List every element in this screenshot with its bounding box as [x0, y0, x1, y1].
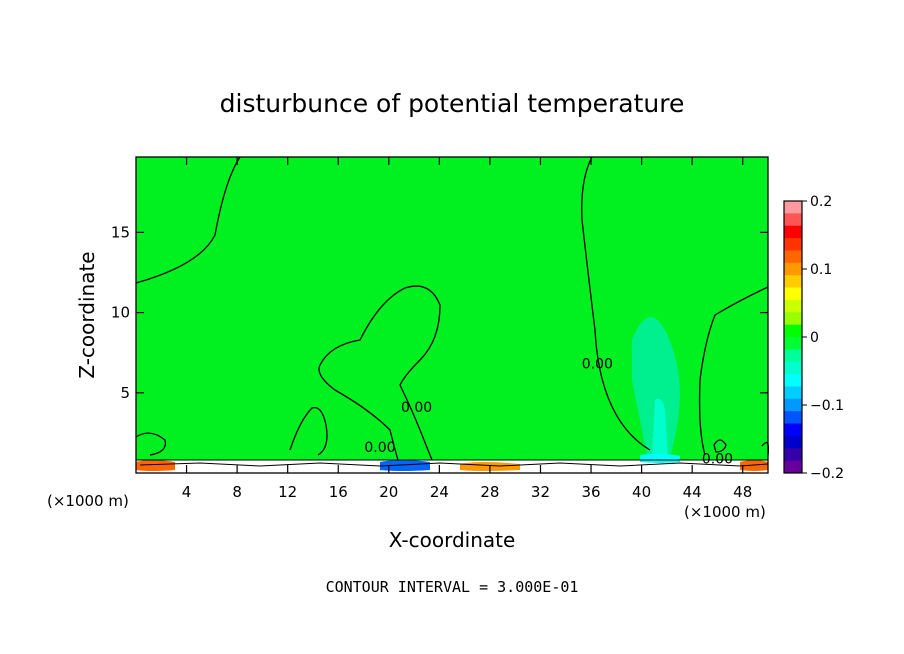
x-tick-label: 24 [430, 483, 449, 501]
colorbar-swatch [784, 299, 802, 313]
x-tick-label: 8 [232, 483, 242, 501]
colorbar-swatch [784, 275, 802, 289]
colorbar-tick-label: −0.1 [810, 398, 844, 414]
colorbar-tick-label: 0.2 [810, 194, 832, 210]
colorbar-tick-label: 0.1 [810, 262, 832, 278]
colorbar-swatch [784, 250, 802, 264]
x-tick-label: 12 [278, 483, 297, 501]
colorbar-swatch [784, 349, 802, 363]
x-tick-label: 40 [632, 483, 651, 501]
colorbar-swatch [784, 324, 802, 338]
colorbar-swatch [784, 238, 802, 251]
x-tick-label: 36 [581, 483, 600, 501]
x-unit-right: (×1000 m) [684, 503, 766, 521]
x-tick-label: 44 [683, 483, 702, 501]
surface-cool-right [640, 453, 680, 463]
colorbar-swatch [784, 337, 802, 350]
colorbar-swatch [784, 435, 802, 449]
plot-frame [135, 156, 769, 474]
contour-line-small-bubble [289, 406, 328, 456]
x-tick-label: 16 [329, 483, 348, 501]
x-tick-label: 32 [531, 483, 550, 501]
colorbar-tick-label: −0.2 [810, 466, 844, 482]
negative-region [632, 317, 680, 460]
colorbar-swatch [784, 201, 802, 214]
y-tick-label: 15 [111, 223, 130, 241]
y-tick-label: 10 [111, 304, 130, 322]
contour-line-upper-left [135, 156, 241, 284]
colorbar-tick-label: 0 [810, 330, 819, 346]
surface-band [136, 460, 768, 473]
colorbar-swatch [784, 225, 802, 239]
contour-line-small-loop [713, 439, 727, 453]
contour-label-group: 0.00 0.00 0.00 0.00 [364, 357, 733, 468]
contour-label: 0.00 [582, 357, 613, 373]
x-tick-label: 28 [480, 483, 499, 501]
contour-line-left-edge [135, 432, 167, 456]
surface-cool-mid [380, 460, 430, 471]
colorbar-swatch [784, 460, 802, 474]
y-axis-ticks: 5 10 15 [111, 223, 768, 402]
x-axis-ticks: 4 8 12 16 20 24 28 32 36 40 44 48 [182, 157, 752, 501]
colorbar [783, 200, 803, 474]
contour-lines [135, 156, 770, 461]
colorbar-swatch [784, 411, 802, 425]
colorbar-swatch [784, 213, 802, 227]
plot-area: 0.00 0.00 0.00 0.00 [135, 156, 770, 474]
contour-label: 0.00 [702, 451, 733, 467]
colorbar-swatch [784, 262, 802, 276]
contour-line-plume-lower [318, 364, 399, 461]
negative-core [652, 398, 668, 458]
contour-line-far-right [698, 286, 769, 456]
contour-line-right [581, 156, 651, 451]
contour-interval-text: CONTOUR INTERVAL = 3.000E-01 [326, 578, 579, 596]
x-unit-left: (×1000 m) [47, 492, 129, 510]
colorbar-swatch [784, 361, 802, 375]
surface-warm-left [136, 460, 175, 471]
chart-title: disturbunce of potential temperature [220, 89, 685, 118]
colorbar-swatch [784, 374, 802, 387]
x-tick-label: 20 [379, 483, 398, 501]
contour-label: 0.00 [401, 400, 432, 416]
x-tick-label: 4 [182, 483, 192, 501]
colorbar-ticks: 0.2 0.1 0 −0.1 −0.2 [802, 194, 844, 482]
colorbar-swatch [784, 423, 802, 437]
y-axis-label: Z-coordinate [75, 251, 99, 378]
colorbar-swatch [784, 448, 802, 462]
x-tick-label: 48 [733, 483, 752, 501]
surface-layer [136, 453, 769, 473]
x-axis-label: X-coordinate [389, 528, 516, 552]
colorbar-swatch [784, 287, 802, 301]
colorbar-swatch [784, 398, 802, 412]
contour-line-plume [319, 285, 441, 461]
surface-contours [136, 459, 769, 467]
contour-label: 0.00 [364, 440, 395, 456]
y-tick-label: 5 [120, 384, 130, 402]
colorbar-swatch [784, 312, 802, 326]
colorbar-swatch [784, 386, 802, 400]
